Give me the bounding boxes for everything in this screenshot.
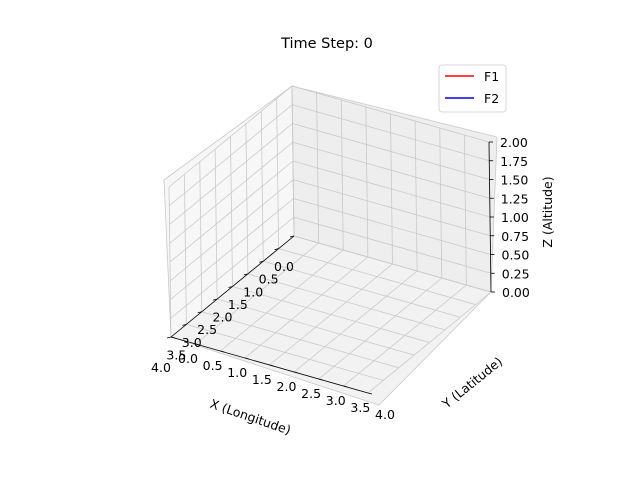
- z-axis-label: Z (Altitude): [540, 176, 555, 247]
- x-tick-label: 0.5: [259, 272, 279, 287]
- grid-line-z-left: [169, 123, 293, 225]
- z-tick-label: 1.25: [501, 191, 529, 206]
- grid-line-z-back: [292, 160, 491, 218]
- grid-line-z-left: [170, 198, 294, 300]
- tick-marks: [166, 141, 495, 395]
- x-tick-label: 1.0: [243, 284, 263, 299]
- x-tick-label: 2.5: [197, 322, 217, 337]
- grid-line-y-floor: [343, 284, 467, 387]
- y-tick: [343, 385, 348, 388]
- x-tick-label: 2.0: [213, 310, 233, 325]
- grid-line-z-back: [293, 216, 491, 274]
- z-tick-label: 1.75: [500, 154, 528, 169]
- grid-line-y-floor: [195, 242, 319, 345]
- grid-line-z-back: [291, 85, 490, 143]
- grid-line-z-left: [170, 216, 295, 319]
- y-tick: [367, 392, 373, 395]
- grid-line-y-floor: [269, 263, 393, 366]
- x-tick: [228, 286, 233, 288]
- grid-line-z-left: [169, 141, 294, 244]
- y-tick-label: 1.0: [227, 365, 247, 380]
- grid-line-z-left: [169, 179, 294, 282]
- grid-line-z-back: [292, 141, 490, 199]
- y-tick-label: 1.5: [252, 372, 272, 387]
- legend-label-f1: F1: [484, 69, 499, 84]
- y-tick: [220, 350, 225, 353]
- grid-line-y-floor: [293, 270, 418, 373]
- grid-line-z-back: [293, 198, 491, 255]
- x-tick: [274, 248, 279, 251]
- grid-line-z-left: [168, 104, 293, 207]
- y-tick: [269, 364, 274, 367]
- y-tick: [318, 378, 323, 381]
- grid-line-z-left: [168, 85, 293, 188]
- y-tick-label: 3.5: [350, 400, 370, 415]
- z-tick-label: 0.75: [501, 229, 529, 244]
- x-tick: [197, 311, 202, 314]
- z-tick-label: 0.25: [502, 266, 530, 281]
- y-tick: [195, 343, 200, 346]
- y-tick-label: 2.0: [277, 379, 297, 394]
- x-tick: [289, 235, 295, 238]
- tick-labels: 0.00.51.01.52.02.53.03.54.00.0 0.5 1.0 1.5 2…: [151, 135, 530, 422]
- grid-line-y-floor: [244, 256, 369, 359]
- x-tick-label: 3.0: [182, 335, 202, 350]
- y-tick-label: 3.0: [326, 393, 346, 408]
- y-tick: [170, 336, 176, 339]
- x-tick: [213, 298, 218, 301]
- grid-line-z-back: [293, 235, 492, 293]
- chart-title: Time Step: 0: [280, 36, 373, 52]
- z-tick-label: 2.00: [500, 135, 528, 150]
- grid-line-z-back: [293, 179, 491, 237]
- y-tick: [244, 357, 249, 360]
- legend-label-f2: F2: [484, 91, 499, 106]
- x-tick: [243, 273, 248, 276]
- z-tick-label: 1.50: [501, 173, 529, 188]
- grid-line-z-back: [292, 104, 490, 162]
- x-tick-label: 4.0: [151, 360, 171, 375]
- grid-line-y-floor: [219, 249, 344, 352]
- grid-line-y-floor: [367, 291, 492, 394]
- grid-line-z-left: [169, 160, 294, 263]
- z-tick-label: 1.00: [501, 210, 529, 225]
- z-tick-label: 0.00: [502, 285, 530, 300]
- x-tick-label: 3.5: [166, 347, 186, 362]
- y-tick: [294, 371, 299, 374]
- grid-line-y-floor: [318, 277, 443, 380]
- x-tick: [259, 260, 264, 263]
- z-tick-label: 0.50: [502, 248, 530, 263]
- y-tick-label: 0.0: [178, 351, 198, 366]
- x-tick: [182, 323, 187, 326]
- x-tick-label: 1.5: [228, 297, 248, 312]
- y-tick-label: 2.5: [301, 386, 321, 401]
- y-tick-label: 0.5: [203, 358, 223, 373]
- y-tick-label: 4.0: [375, 407, 395, 422]
- grid-line-z-back: [292, 123, 490, 180]
- legend: F1 F2: [438, 64, 507, 113]
- x-tick: [166, 336, 172, 339]
- x-tick-label: 0.0: [274, 259, 294, 274]
